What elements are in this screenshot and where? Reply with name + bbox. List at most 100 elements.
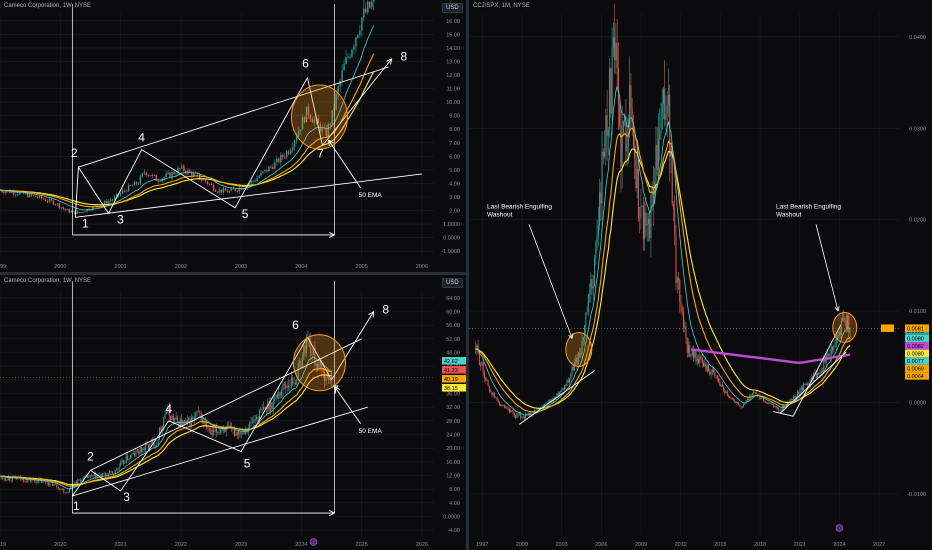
- candle-body: [0, 475, 1, 478]
- candle-body: [17, 194, 19, 196]
- candle-body: [300, 361, 302, 369]
- candle-body: [798, 392, 800, 395]
- x-tick-label: 2026: [416, 542, 428, 548]
- candle-body: [763, 397, 765, 402]
- candle-body: [236, 432, 238, 436]
- candle-body: [627, 132, 629, 146]
- currency-badge[interactable]: USD: [442, 278, 463, 288]
- candle-body: [100, 205, 102, 207]
- channel-upper-line: [78, 66, 389, 168]
- candle-body: [185, 421, 187, 423]
- symbol-title: Cameco Corporation, 1W, NYSE: [4, 278, 92, 284]
- candle-body: [612, 37, 614, 48]
- candle-body: [629, 85, 631, 133]
- candle-body: [106, 474, 108, 476]
- chart-canvas-right[interactable]: 0.0400 0.0300 0.0200 0.0100 0.0000 -0.0100 199…: [469, 0, 932, 550]
- candle-body: [585, 312, 587, 326]
- candle-body: [121, 460, 123, 463]
- candle-body: [211, 429, 213, 435]
- candle-body: [275, 394, 277, 398]
- candle-body: [272, 400, 274, 410]
- candle-body: [710, 372, 712, 375]
- candle-body: [351, 49, 353, 57]
- candle-body: [10, 479, 12, 481]
- candle-body: [274, 397, 276, 401]
- candle-body: [554, 397, 556, 399]
- price-tag-pre: [881, 324, 894, 332]
- chart-canvas-top-left[interactable]: 16.0015.0014.0013.0012.0011.0010.009.008…: [0, 0, 466, 272]
- candle-body: [165, 173, 167, 177]
- chart-canvas-bottom-left[interactable]: 64.0060.0056.0052.0048.0044.0040.0036.00…: [0, 275, 466, 550]
- candle-body: [634, 145, 636, 159]
- candle-body: [837, 336, 839, 339]
- candle-body: [709, 371, 711, 375]
- candle-body: [146, 444, 148, 446]
- candle-body: [547, 400, 549, 404]
- candle-body: [214, 190, 217, 192]
- candle-body: [260, 172, 262, 177]
- candle-body: [243, 430, 245, 434]
- candle-body: [135, 450, 137, 456]
- candle-body: [23, 478, 25, 482]
- candle-body: [174, 419, 176, 421]
- candle-body: [355, 37, 357, 47]
- candle-body: [577, 352, 579, 364]
- panel-divider-vertical[interactable]: [466, 0, 469, 550]
- candle-body: [307, 338, 309, 341]
- y-tick-label: 12.00: [446, 474, 460, 480]
- candle-body: [140, 447, 142, 452]
- candle-body: [179, 168, 181, 169]
- candle-body: [502, 404, 504, 406]
- y-tick-label: 5.00: [449, 168, 460, 174]
- candle-body: [251, 421, 253, 423]
- candle-body: [48, 483, 50, 486]
- wave-label: 7: [332, 383, 339, 397]
- candle-body: [491, 392, 493, 396]
- candle-body: [197, 411, 199, 413]
- candle-body: [801, 386, 803, 390]
- candle-body: [481, 362, 483, 366]
- candle-body: [142, 448, 144, 452]
- candle-body: [699, 356, 701, 363]
- candle-body: [820, 370, 822, 374]
- y-tick-label: -4.00: [447, 528, 460, 534]
- candle-body: [288, 151, 290, 154]
- candle-body: [96, 475, 98, 479]
- candle-body: [828, 353, 830, 356]
- candle-body: [102, 473, 104, 477]
- candle-body: [492, 392, 494, 396]
- candle-body: [61, 489, 63, 490]
- candle-body: [46, 482, 48, 484]
- y-tick-label: 0.0100: [909, 309, 926, 315]
- wave-label: 1: [82, 216, 89, 230]
- candle-body: [13, 191, 15, 195]
- chart-panel-top-left[interactable]: 16.00 15.00 14.00 13.00 12.00 11.00 10.00 9.00 8…: [0, 0, 466, 272]
- chart-panel-bottom-left[interactable]: 64.0060.0056.0052.0048.0044.0040.0036.00…: [0, 275, 466, 550]
- candle-body: [177, 168, 179, 174]
- candle-body: [15, 194, 17, 196]
- currency-badge[interactable]: USD: [442, 3, 463, 13]
- panel-divider-horizontal[interactable]: [0, 272, 466, 275]
- candle-body: [120, 462, 122, 467]
- candle-body: [642, 205, 644, 239]
- candle-body: [511, 410, 513, 412]
- candle-body: [185, 171, 187, 174]
- y-tick-label: 8.00: [449, 487, 460, 493]
- candle-body: [331, 110, 333, 125]
- candle-body: [704, 363, 706, 367]
- candle-body: [680, 301, 682, 308]
- candle-body: [306, 340, 308, 354]
- candle-body: [236, 190, 238, 192]
- candle-body: [258, 411, 260, 420]
- candle-body: [705, 363, 707, 372]
- candle-body: [605, 115, 607, 152]
- candle-body: [268, 403, 270, 412]
- candle-body: [182, 420, 184, 426]
- candle-body: [343, 64, 345, 71]
- candle-body: [490, 390, 492, 393]
- candle-body: [532, 412, 534, 415]
- candle-body: [257, 416, 259, 420]
- arrow-head: [568, 333, 574, 339]
- candle-body: [72, 210, 74, 212]
- chart-panel-right[interactable]: 0.0400 0.0300 0.0200 0.0100 0.0000 -0.0100 199…: [469, 0, 932, 550]
